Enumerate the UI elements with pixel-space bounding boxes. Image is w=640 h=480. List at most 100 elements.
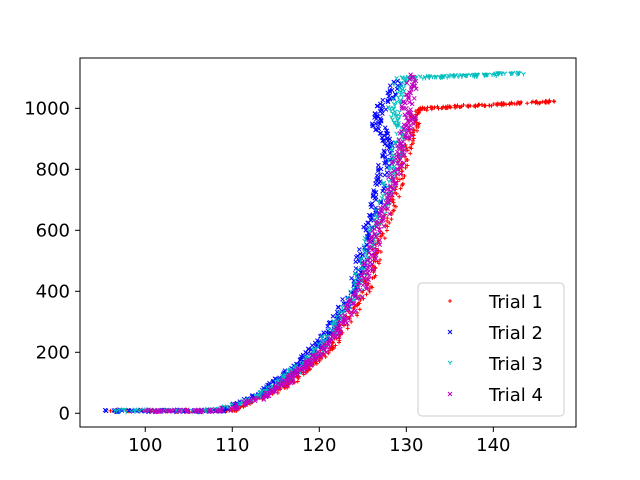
data-point [233,402,239,407]
data-point [397,177,402,182]
data-point [367,286,372,291]
data-point [388,108,394,113]
data-point [381,186,387,191]
data-point [412,83,418,89]
data-point [402,173,407,178]
data-point [394,99,400,104]
data-point [372,242,378,248]
data-point [378,166,384,172]
data-point [385,187,390,192]
data-point [326,327,332,332]
data-point [385,98,390,103]
data-point [328,335,333,341]
legend-label: Trial 4 [488,385,543,406]
data-point [354,287,360,293]
data-point [372,250,378,256]
data-point [398,84,404,89]
data-point [348,309,354,315]
legend: Trial 1 Trial 2 Trial 3 Trial 4 [417,282,565,417]
data-point [371,188,376,193]
data-point [137,408,143,413]
data-point [335,328,341,333]
data-point [525,101,530,106]
data-point [342,312,348,318]
data-point [377,237,383,243]
data-point [489,72,495,78]
data-point [378,116,383,121]
data-point [415,128,420,133]
data-point [371,246,376,252]
data-point [408,85,414,90]
data-point [389,115,394,120]
data-point [353,308,358,314]
data-point [330,330,336,336]
data-point [385,195,391,201]
data-point [496,71,502,76]
data-point [400,181,405,186]
data-point [373,252,379,258]
data-point [361,275,367,281]
legend-marker [447,391,453,397]
data-point [152,407,158,413]
data-point [378,106,384,111]
y-tick-label: 0 [59,403,70,424]
data-point [349,319,354,324]
data-point [401,99,407,104]
data-point [380,97,386,103]
series-3 [112,70,526,415]
data-point [372,111,378,116]
data-point [510,71,515,76]
data-point [502,71,508,76]
data-point [381,181,386,186]
data-point [547,98,552,103]
data-point [369,201,375,206]
data-point [385,105,391,110]
x-tick-label: 110 [215,435,249,456]
data-point [171,407,177,413]
data-point [114,408,119,414]
data-point [468,103,473,108]
data-point [406,95,411,101]
data-point [396,152,402,157]
data-point [368,239,374,244]
data-point [388,185,393,190]
data-point [146,407,151,413]
data-point [257,390,263,395]
data-point [333,343,338,348]
data-point [384,157,390,163]
data-point [367,255,373,261]
data-point [355,282,361,288]
data-point [365,276,370,282]
data-point [275,381,281,386]
data-point [401,160,407,166]
data-point [389,217,394,222]
data-point [349,275,354,281]
data-point [381,137,387,143]
data-point [395,149,400,155]
data-point [517,70,522,76]
data-point [453,72,458,78]
data-point [480,102,485,107]
data-point [334,314,340,319]
data-point [424,108,429,113]
data-point [476,103,481,108]
data-point [385,216,390,221]
data-point [507,101,512,106]
data-point [405,148,410,153]
data-point [393,180,399,186]
y-tick-label: 400 [36,281,70,302]
y-axis: 0 200 400 600 800 1000 [24,98,80,424]
data-point [354,296,360,301]
data-point [321,330,326,336]
data-point [361,269,367,275]
data-point [392,112,398,117]
data-point [260,394,266,399]
scatter-marks [102,70,557,415]
data-point [417,121,422,126]
data-point [370,212,376,217]
data-point [394,75,400,81]
data-point [400,153,406,158]
data-point [176,407,182,413]
data-point [378,208,384,213]
data-point [362,235,368,241]
